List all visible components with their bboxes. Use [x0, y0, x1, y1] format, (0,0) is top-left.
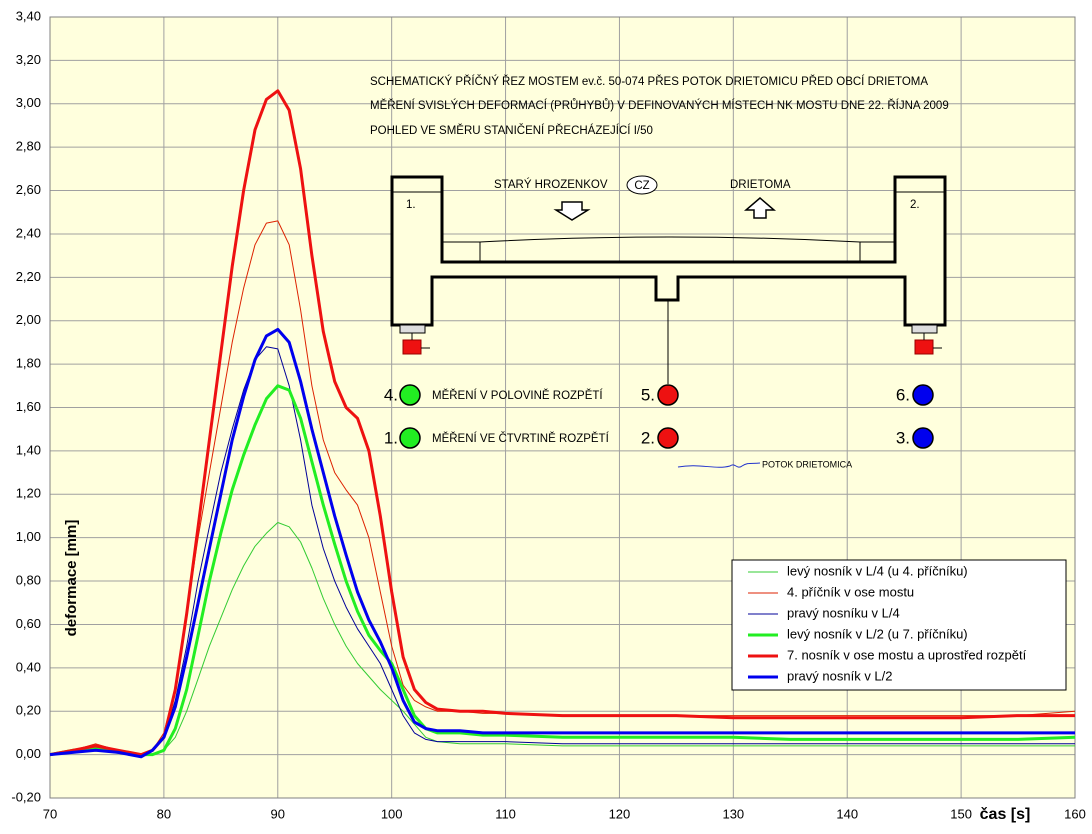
- series-line: [49, 327, 1075, 759]
- legend: levý nosník v L/4 (u 4. příčníku) 4. příč…: [731, 559, 1067, 691]
- x-tick-label: 80: [157, 806, 171, 821]
- legend-label: pravý nosníku v L/4: [787, 605, 900, 620]
- x-tick-label: 90: [271, 806, 285, 821]
- legend-label: levý nosník v L/4 (u 4. příčníku): [787, 563, 968, 578]
- y-tick-label: 2,60: [16, 182, 41, 197]
- y-tick-label: 0,80: [16, 572, 41, 587]
- y-tick-label: 1,60: [16, 399, 41, 414]
- annotation: 1.: [384, 428, 398, 447]
- annotation: 5.: [641, 385, 655, 404]
- y-tick-label: 1,00: [16, 529, 41, 544]
- annotation: POHLED VE SMĚRU STANIČENÍ PŘECHÁZEJÍCÍ I…: [370, 124, 653, 137]
- annotations: SCHEMATICKÝ PŘÍČNÝ ŘEZ MOSTEM ev.č. 50-0…: [370, 75, 949, 469]
- arrow-down: [553, 201, 591, 221]
- y-axis-title: deformace [mm]: [63, 520, 80, 637]
- point-6: [912, 384, 934, 406]
- annotation: DRIETOMA: [730, 179, 791, 191]
- legend-label: 7. nosník v ose mostu a uprostřed rozpět…: [787, 647, 1027, 662]
- legend-label: 4. příčník v ose mostu: [787, 584, 914, 599]
- x-axis-title: čas [s]: [980, 806, 1031, 823]
- point-1: [399, 427, 421, 449]
- point-4: [399, 384, 421, 406]
- bridge-diagram: [390, 175, 947, 468]
- x-tick-label: 110: [495, 806, 516, 821]
- y-tick-label: 0,40: [16, 659, 41, 674]
- annotation: MĚŘENÍ SVISLÝCH DEFORMACÍ (PRŮHYBŮ) V DE…: [370, 99, 949, 112]
- sensor: [914, 339, 934, 355]
- x-tick-label: 150: [950, 806, 972, 821]
- y-tick-label: 2,40: [16, 225, 41, 240]
- x-tick-label: 140: [836, 806, 858, 821]
- y-tick-label: 3,20: [16, 52, 41, 67]
- y-tick-label: 3,40: [16, 8, 41, 23]
- x-tick-label: 160: [1064, 806, 1086, 821]
- annotation: CZ: [634, 180, 649, 192]
- series-line: [49, 384, 1076, 757]
- arrow-up: [743, 197, 777, 219]
- plot-border: [49, 16, 1076, 799]
- bearing: [399, 324, 426, 334]
- sensor: [402, 339, 422, 355]
- point-3: [912, 427, 934, 449]
- series: [49, 89, 1076, 759]
- y-tick-label: 2,20: [16, 269, 41, 284]
- y-tick-label: 0,00: [16, 746, 41, 761]
- y-tick-label: 1,80: [16, 356, 41, 371]
- y-tick-label: 1,20: [16, 486, 41, 501]
- annotation: MĚŘENÍ V POLOVINĚ ROZPĚTÍ: [432, 389, 603, 402]
- x-tick-label: 120: [609, 806, 631, 821]
- series-line: [49, 346, 1075, 758]
- y-tick-label: 2,80: [16, 139, 41, 154]
- cz-ellipse: [626, 175, 658, 195]
- sensor-link: [411, 333, 942, 349]
- series-line: [49, 89, 1075, 757]
- annotation: 2.: [641, 428, 655, 447]
- grid: [49, 16, 1076, 799]
- x-tick-label: 70: [43, 806, 57, 821]
- annotation: 2.: [910, 199, 920, 211]
- legend-label: levý nosník v L/2 (u 7. příčníku): [787, 626, 968, 641]
- annotation: MĚŘENÍ VE ČTVRTINĚ ROZPĚTÍ: [432, 432, 610, 445]
- legend-box: [731, 559, 1067, 691]
- bridge-detail: [392, 191, 945, 262]
- y-tick-label: 3,00: [16, 95, 41, 110]
- annotation: 1.: [406, 199, 416, 211]
- y-tick-label: 1,40: [16, 442, 41, 457]
- y-tick-label: 2,00: [16, 312, 41, 327]
- annotation: 6.: [896, 385, 910, 404]
- bearing: [911, 324, 938, 334]
- y-tick-label: -0,20: [11, 789, 41, 804]
- stream: [677, 462, 761, 468]
- y-tick-label: 0,60: [16, 616, 41, 631]
- point-2: [657, 427, 679, 449]
- y-tick-label: 0,20: [16, 703, 41, 718]
- annotation: 4.: [384, 385, 398, 404]
- annotation: SCHEMATICKÝ PŘÍČNÝ ŘEZ MOSTEM ev.č. 50-0…: [370, 75, 928, 88]
- annotation: STARÝ HROZENKOV: [494, 178, 608, 191]
- x-tick-label: 130: [722, 806, 744, 821]
- bridge-outline: [390, 175, 947, 327]
- x-tick-label: 100: [381, 806, 403, 821]
- series-line: [49, 522, 1075, 756]
- annotation: POTOK DRIETOMICA: [762, 459, 852, 469]
- legend-label: pravý nosník v L/2: [787, 668, 893, 683]
- point-5: [657, 384, 679, 406]
- annotation: 3.: [896, 428, 910, 447]
